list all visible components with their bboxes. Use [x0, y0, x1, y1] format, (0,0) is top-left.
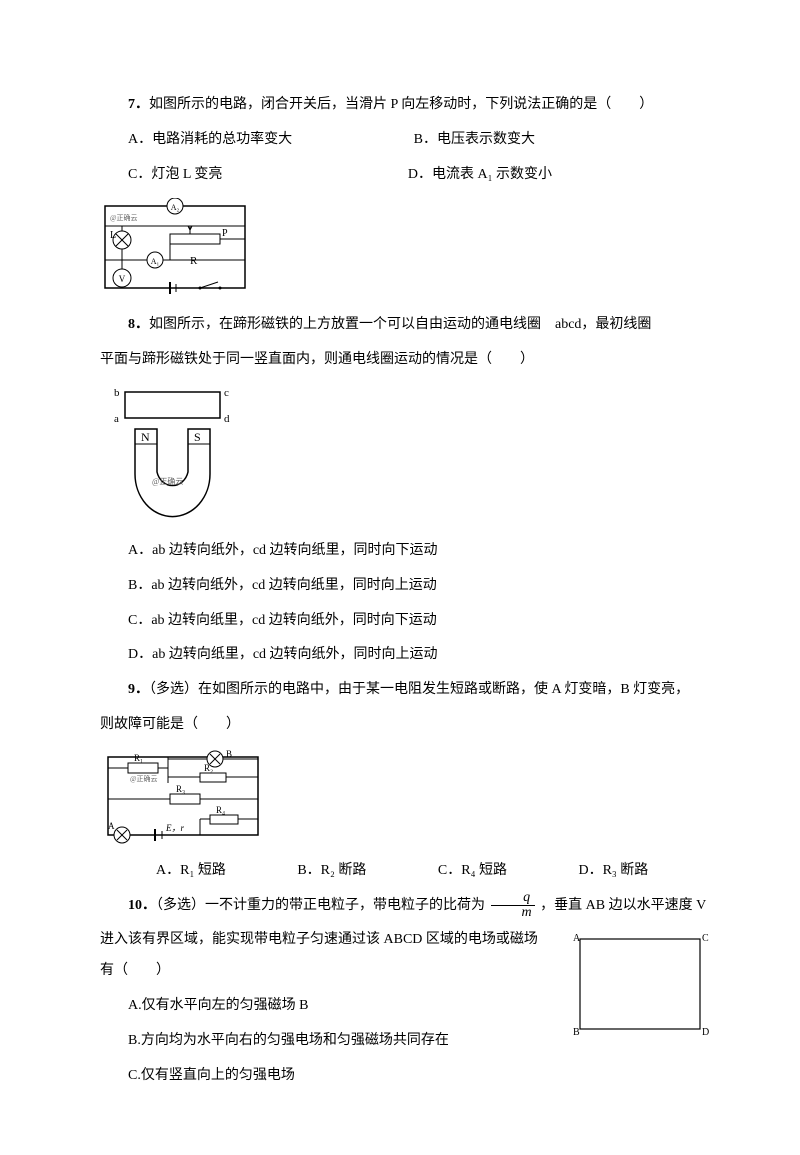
- label-r4: R₄: [216, 805, 225, 815]
- label-b-coil: b: [114, 387, 120, 399]
- label-v: V: [119, 274, 126, 284]
- q8-opt-d: D．ab 边转向纸里，cd 边转向纸外，同时向上运动: [100, 640, 710, 671]
- circuit-icon: A₂ L P A₁ R V: [100, 198, 260, 298]
- watermark-9: @正确云: [130, 774, 157, 783]
- q9-stem-2: 则故障可能是（ ）: [100, 710, 710, 741]
- label-r2: R₂: [204, 763, 213, 773]
- q7-figure: A₂ L P A₁ R V: [100, 198, 710, 298]
- q8-stem1-text: 如图所示，在蹄形磁铁的上方放置一个可以自由运动的通电线圈 abcd，最初线圈: [149, 317, 651, 332]
- q8-opt-a: A．ab 边转向纸外，cd 边转向纸里，同时向下运动: [100, 536, 710, 567]
- q10-figure: A C B D: [570, 929, 710, 1039]
- q8-opt-b: B．ab 边转向纸外，cd 边转向纸里，同时向上运动: [100, 571, 710, 602]
- q7-opt-d: D．电流表 A₁ 示数变小: [380, 160, 552, 191]
- frac-num: q: [491, 891, 535, 906]
- q10-stem1a: （多选）一不计重力的带正电粒子，带电粒子的比荷为: [156, 898, 489, 913]
- region-icon: A C B D: [570, 929, 710, 1039]
- watermark: @正确云: [110, 213, 137, 222]
- label-a: A: [573, 933, 581, 944]
- label-b-bulb: B: [226, 749, 232, 759]
- q8-stem-1: 8．如图所示，在蹄形磁铁的上方放置一个可以自由运动的通电线圈 abcd，最初线圈: [100, 310, 710, 341]
- q10-stem1b: ，垂直 AB 边以水平速度 V: [537, 898, 707, 913]
- q9-opts: A．R₁ 短路 B．R₂ 断路 C．R₄ 短路 D．R₃ 断路: [100, 856, 710, 887]
- q9-opt-d: D．R₃ 断路: [550, 856, 648, 887]
- label-a-coil: a: [114, 413, 119, 425]
- circuit2-icon: R₁ @正确云 B R₂ R₃ A: [100, 749, 270, 844]
- label-s: S: [194, 430, 201, 444]
- q7-opt-c: C．灯泡 L 变亮: [128, 167, 222, 182]
- label-l: L: [110, 230, 116, 241]
- q8-figure: a b c d N S @正确云: [100, 384, 710, 524]
- q10-stem-1: 10．（多选）一不计重力的带正电粒子，带电粒子的比荷为 qm ，垂直 AB 边以…: [100, 891, 710, 922]
- q7-stem: 7．如图所示的电路，闭合开关后，当滑片 P 向左移动时，下列说法正确的是（ ）: [100, 90, 710, 121]
- label-r: R: [190, 255, 198, 267]
- label-n: N: [141, 430, 150, 444]
- q7-row-cd: C．灯泡 L 变亮 D．电流表 A₁ 示数变小: [100, 160, 710, 191]
- q9-stem-1: 9．（多选）在如图所示的电路中，由于某一电阻发生短路或断路，使 A 灯变暗，B …: [100, 675, 710, 706]
- q7-row-ab: A．电路消耗的总功率变大 B．电压表示数变大: [100, 125, 710, 156]
- q9-opt-b: B．R₂ 断路: [269, 856, 366, 887]
- label-b: B: [573, 1027, 580, 1038]
- label-d: D: [702, 1027, 709, 1038]
- q10-number: 10．: [128, 898, 156, 913]
- q10-opt-c: C.仅有竖直向上的匀强电场: [100, 1061, 710, 1092]
- q9-figure: R₁ @正确云 B R₂ R₃ A: [100, 749, 710, 844]
- q8-stem-2: 平面与蹄形磁铁处于同一竖直面内，则通电线圈运动的情况是（ ）: [100, 345, 710, 376]
- q7-opt-b: B．电压表示数变大: [386, 125, 535, 156]
- label-d-coil: d: [224, 413, 230, 425]
- label-p: P: [222, 228, 228, 239]
- magnet-icon: a b c d N S @正确云: [100, 384, 250, 524]
- q7-opt-a: A．电路消耗的总功率变大: [128, 132, 292, 147]
- q9-stem1-text: （多选）在如图所示的电路中，由于某一电阻发生短路或断路，使 A 灯变暗，B 灯变…: [149, 682, 689, 697]
- frac-den: m: [491, 906, 535, 920]
- label-a1: A₁: [151, 257, 160, 266]
- q8-opt-c: C．ab 边转向纸里，cd 边转向纸外，同时向下运动: [100, 606, 710, 637]
- watermark-8: @正确云: [152, 476, 183, 486]
- label-emf: E，r: [165, 823, 184, 833]
- label-a-bulb: A: [108, 821, 115, 831]
- label-c-coil: c: [224, 387, 229, 399]
- fraction-icon: qm: [491, 891, 535, 920]
- label-a2: A₂: [171, 203, 180, 212]
- q7-stem-text: 如图所示的电路，闭合开关后，当滑片 P 向左移动时，下列说法正确的是（ ）: [149, 97, 653, 112]
- q8-number: 8．: [128, 317, 149, 332]
- label-r3: R₃: [176, 784, 185, 794]
- label-r1: R₁: [134, 753, 143, 763]
- label-c: C: [702, 933, 709, 944]
- q9-opt-a: A．R₁ 短路: [128, 856, 226, 887]
- q7-number: 7．: [128, 97, 149, 112]
- q9-number: 9．: [128, 682, 149, 697]
- q9-opt-c: C．R₄ 短路: [410, 856, 507, 887]
